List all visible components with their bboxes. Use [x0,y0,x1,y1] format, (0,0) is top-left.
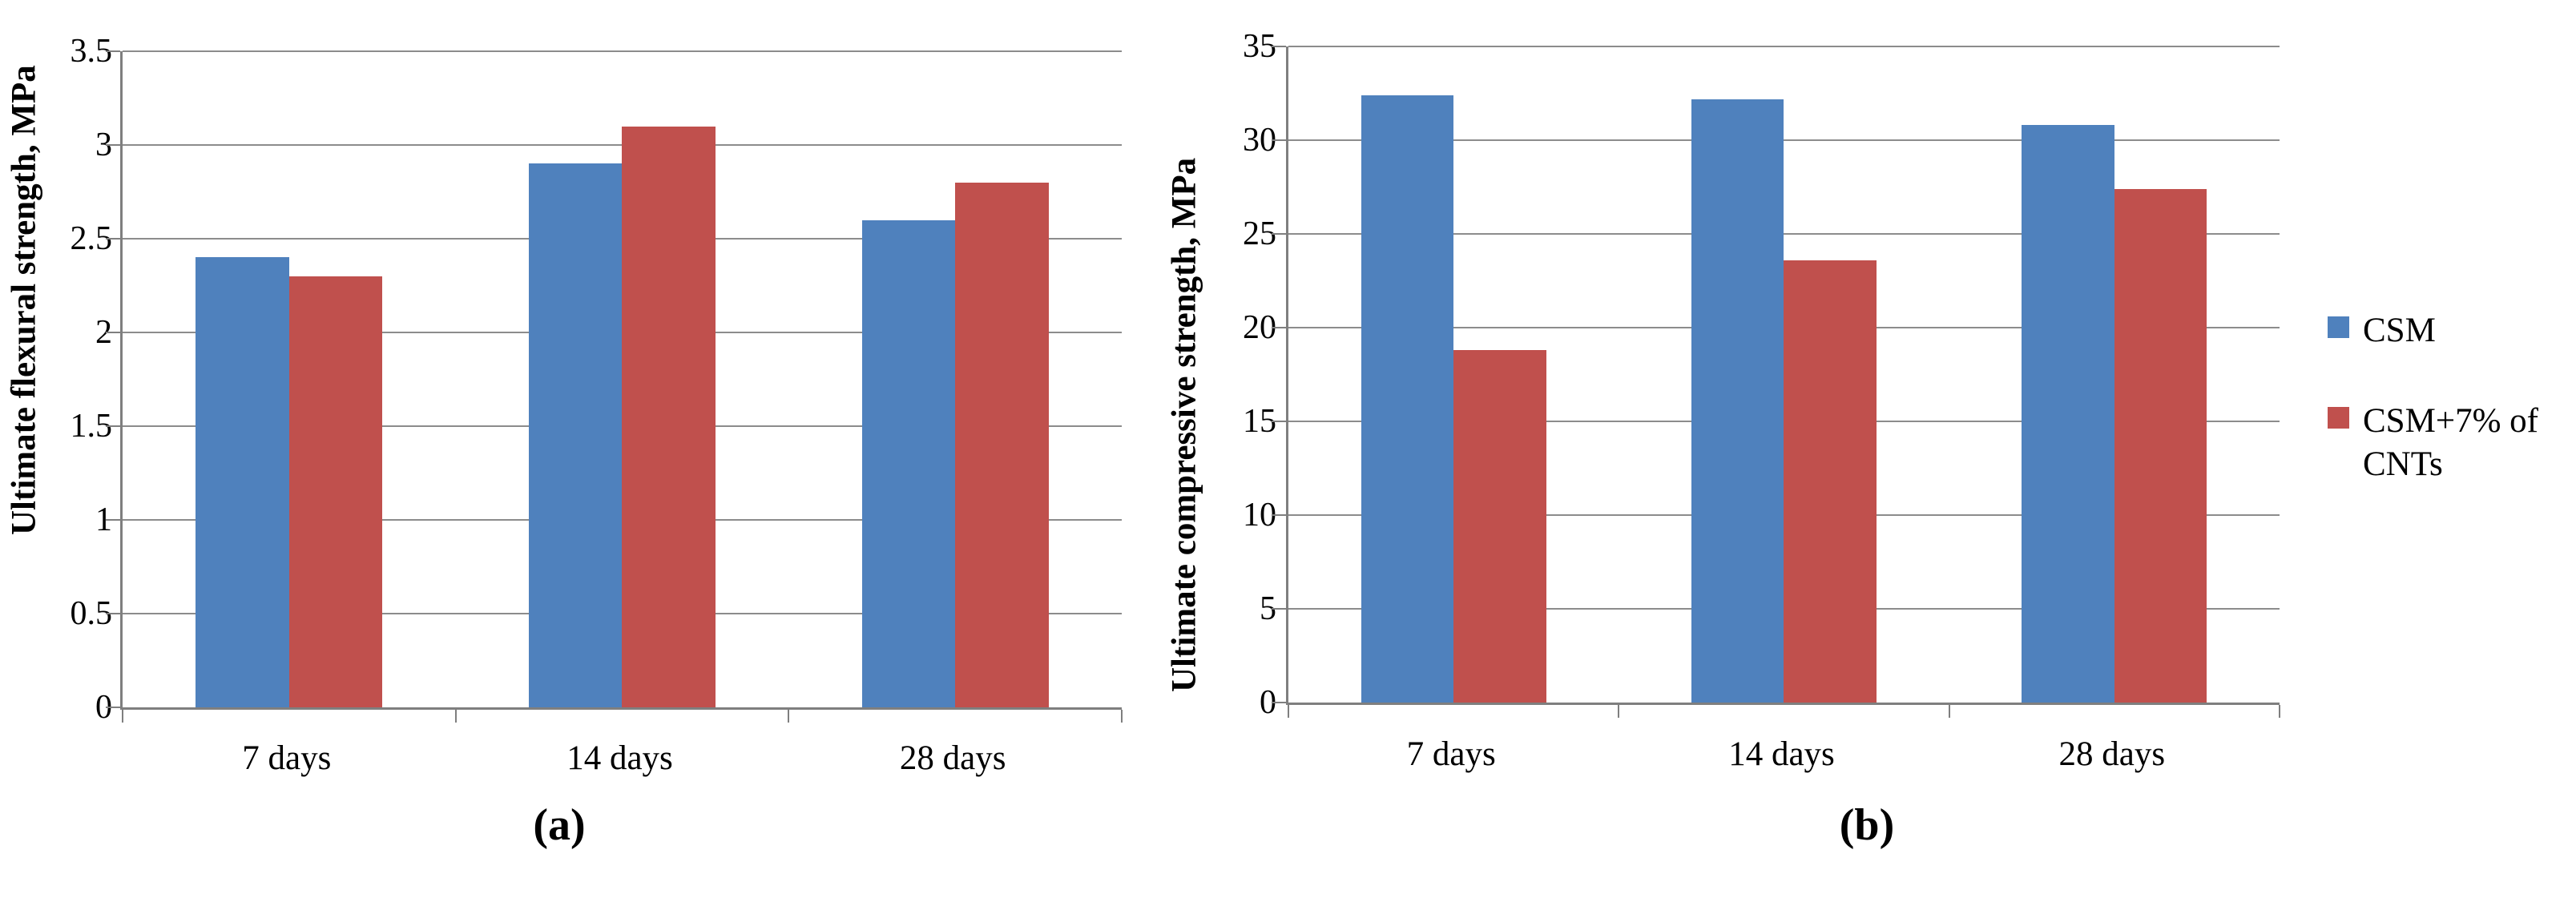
y-tick-label-3.5: 3.5 [70,33,113,70]
y-tick-label-35: 35 [1243,28,1276,65]
y-tick-mark-15 [1272,421,1286,422]
y-tick-mark-35 [1272,46,1286,47]
y-tick-mark-5 [1272,608,1286,610]
legend-swatch-csm [2328,316,2349,338]
y-tick-label-30: 30 [1243,122,1276,159]
x-axis-labels: 7 days 14 days 28 days [120,741,1119,789]
legend-item-csm: CSM [2328,309,2568,353]
plot-area [1272,46,2280,718]
x-tick-label-7-days: 7 days [242,739,332,777]
gridline-5 [1288,608,2280,610]
bar-csm-7-of-cnts-7-days [1453,350,1546,703]
y-tick-label-0: 0 [1260,684,1276,721]
y-tick-mark-30 [1272,139,1286,141]
category-group-28-days [788,51,1122,707]
y-tick-label-3: 3 [95,127,112,163]
x-tick-mark-3 [2279,705,2280,718]
gridline-25 [1288,233,2280,235]
bar-csm-7-of-cnts-28-days [2114,188,2207,703]
y-tick-mark-3.5 [106,50,120,52]
category-group-7-days [1288,46,1619,703]
legend-label-csm-cnts: CSM+7% of CNTs [2363,401,2538,484]
y-tick-label-2: 2 [95,314,112,351]
y-tick-label-0.5: 0.5 [70,595,113,632]
y-tick-mark-1 [106,519,120,521]
bar-csm-7-days [1361,95,1454,703]
gridline-35 [1288,46,2280,47]
legend: CSM CSM+7% of CNTs [2328,309,2568,534]
x-tick-label-14-days: 14 days [1728,735,1835,773]
category-group-28-days [1949,46,2280,703]
bar-csm-7-days [196,257,289,707]
x-tick-mark-2 [788,710,790,723]
gridline-1 [123,519,1122,521]
bar-csm-28-days [861,219,956,707]
y-tick-label-2.5: 2.5 [70,220,113,257]
y-tick-label-5: 5 [1260,590,1276,627]
y-tick-mark-10 [1272,514,1286,516]
category-group-14-days [1619,46,1949,703]
gridline-10 [1288,514,2280,516]
gridline-3 [123,144,1122,146]
y-tick-mark-0.5 [106,613,120,614]
bar-csm-7-of-cnts-14-days [1784,260,1877,703]
panel-caption-a: (a) [533,800,586,850]
y-axis-tick-labels: 0 5 10 15 20 25 30 35 [1164,30,1276,719]
legend-item-csm-cnts: CSM+7% of CNTs [2328,400,2568,487]
y-tick-label-10: 10 [1243,497,1276,534]
y-tick-mark-0 [1272,702,1286,703]
gridline-3.5 [123,50,1122,52]
category-group-14-days [456,51,789,707]
category-group-7-days [123,51,456,707]
bar-csm-7-of-cnts-7-days [288,276,383,707]
panel-caption-b: (b) [1839,800,1895,850]
y-axis-tick-labels: 0 0.5 1 1.5 2 2.5 3 3.5 [0,34,113,724]
y-tick-mark-1.5 [106,425,120,427]
y-tick-label-25: 25 [1243,215,1276,252]
gridline-30 [1288,139,2280,141]
x-tick-mark-3 [1121,710,1123,723]
x-tick-mark-0 [122,710,123,723]
x-tick-mark-1 [1618,705,1620,718]
y-tick-label-0: 0 [95,689,112,726]
y-tick-mark-3 [106,144,120,146]
y-tick-mark-25 [1272,233,1286,235]
x-tick-label-28-days: 28 days [899,739,1006,777]
bar-csm-14-days [1691,99,1784,703]
bar-csm-7-of-cnts-28-days [955,182,1049,707]
y-axis-title: Ultimate flexural strength, MPa [5,65,43,536]
gridline-20 [1288,327,2280,328]
x-tick-label-7-days: 7 days [1406,735,1496,773]
x-tick-label-14-days: 14 days [566,739,673,777]
y-tick-mark-2 [106,332,120,333]
bar-csm-7-of-cnts-14-days [622,126,716,707]
x-tick-label-28-days: 28 days [2058,735,2166,773]
y-tick-mark-2.5 [106,238,120,240]
x-tick-mark-1 [454,710,457,723]
y-tick-label-20: 20 [1243,309,1276,346]
legend-label-csm: CSM [2363,312,2436,349]
y-tick-mark-20 [1272,327,1286,328]
gridline-0.5 [123,613,1122,614]
bar-csm-28-days [2022,125,2114,703]
y-tick-label-1: 1 [95,501,112,538]
gridline-2 [123,332,1122,333]
y-tick-label-1.5: 1.5 [70,408,113,445]
x-tick-mark-2 [1948,705,1950,718]
x-tick-mark-0 [1288,705,1289,718]
bar-csm-14-days [529,163,623,707]
y-tick-mark-0 [106,707,120,708]
y-axis-title: Ultimate compressive strength, MPa [1165,157,1203,692]
y-tick-label-15: 15 [1243,403,1276,440]
gridline-2.5 [123,238,1122,240]
legend-swatch-csm-cnts [2328,406,2349,429]
gridline-15 [1288,421,2280,422]
gridline-1.5 [123,425,1122,427]
x-axis-labels: 7 days 14 days 28 days [1286,737,2277,785]
plot-area [106,50,1123,723]
